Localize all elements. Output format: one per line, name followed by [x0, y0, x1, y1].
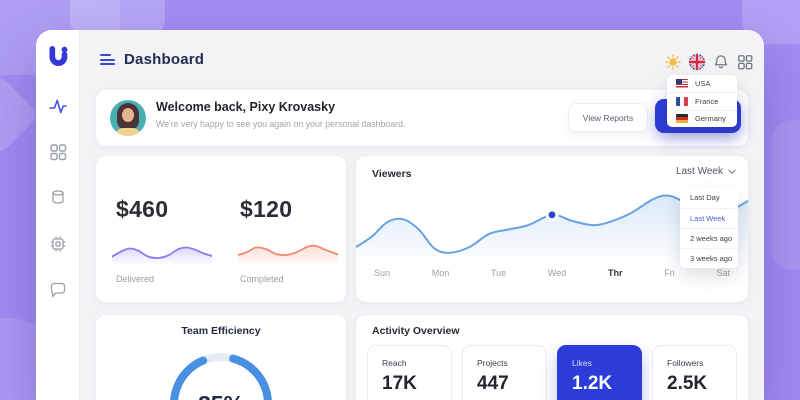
grid-icon[interactable]	[48, 142, 68, 162]
range-selector[interactable]: Last Week	[676, 166, 736, 177]
donut-chart	[170, 353, 272, 400]
delivered-value: $460	[116, 196, 169, 222]
range-option-2-weeks-ago[interactable]: 2 weeks ago	[680, 228, 738, 248]
language-item-usa[interactable]: USA	[667, 75, 737, 92]
tile-reach[interactable]: Reach 17K	[367, 345, 452, 400]
day-label: Mon	[431, 268, 450, 278]
sidebar	[36, 30, 80, 400]
activity-icon[interactable]	[48, 96, 68, 116]
viewers-card: Viewers Last Week Sun Mon Tue W	[356, 156, 748, 302]
tile-label: Projects	[477, 358, 508, 368]
avatar-face	[122, 108, 134, 122]
app-window: Dashboard	[36, 30, 764, 400]
bg-shape	[0, 73, 41, 157]
germany-flag-icon	[676, 114, 688, 123]
day-label-emphasized: Thr	[608, 268, 623, 278]
view-reports-button[interactable]: View Reports	[568, 103, 648, 132]
x-axis-labels: Sun Mon Tue Wed Thr Fri Sat	[356, 268, 748, 278]
language-item-germany[interactable]: Germany	[667, 109, 737, 127]
chip-icon[interactable]	[48, 234, 68, 254]
efficiency-percent: 85%	[156, 339, 286, 400]
chart-marker-dot	[548, 211, 556, 219]
delivered-label: Delivered	[116, 274, 155, 284]
welcome-subtitle: We're very happy to see you again on you…	[156, 119, 406, 129]
tile-label: Reach	[382, 358, 407, 368]
bg-shape	[772, 120, 800, 270]
day-label: Tue	[491, 268, 507, 278]
tile-label: Followers	[667, 358, 704, 368]
team-efficiency-title: Team Efficiency	[181, 325, 261, 337]
day-label: Sun	[374, 268, 391, 278]
welcome-card: Welcome back, Pixy Krovasky We're very h…	[96, 90, 748, 146]
brand-logo-icon[interactable]	[45, 44, 71, 70]
apps-icon[interactable]	[736, 53, 754, 71]
france-flag-icon	[676, 97, 688, 106]
chevron-down-icon	[728, 169, 736, 174]
viewers-title: Viewers	[372, 168, 412, 180]
stats-card: $460 $120 Delivered Completed	[96, 156, 346, 302]
chat-icon[interactable]	[48, 280, 68, 300]
tile-label: Likes	[572, 358, 592, 368]
tile-value: 2.5K	[667, 373, 708, 394]
viewers-line-chart	[356, 194, 748, 266]
day-label: Fri	[664, 268, 675, 278]
usa-flag-icon	[676, 79, 688, 88]
language-label: Germany	[695, 114, 726, 124]
completed-label: Completed	[240, 274, 284, 284]
tile-value: 1.2K	[572, 373, 613, 394]
range-label: Last Week	[675, 166, 723, 177]
range-option-last-day[interactable]: Last Day	[690, 193, 720, 202]
completed-value: $120	[240, 196, 293, 222]
menu-toggle-icon[interactable]	[100, 54, 116, 66]
range-option-last-week[interactable]: Last Week	[680, 208, 738, 228]
page-title: Dashboard	[124, 51, 205, 68]
avatar	[110, 100, 146, 136]
language-label: France	[695, 96, 719, 106]
range-menu: Last Day Last Week 2 weeks ago 3 weeks a…	[680, 188, 738, 268]
tile-likes[interactable]: Likes 1.2K	[557, 345, 642, 400]
avatar-body	[115, 128, 141, 136]
sun-icon[interactable]	[664, 53, 682, 71]
day-label: Wed	[547, 268, 567, 278]
efficiency-ring: 85%	[156, 339, 286, 400]
team-efficiency-card: Team Efficiency 85%	[96, 315, 346, 400]
language-label: USA	[695, 79, 711, 89]
language-menu: USA France Germany	[667, 75, 737, 127]
tile-projects[interactable]: Projects 447	[462, 345, 547, 400]
tile-value: 447	[477, 373, 509, 394]
bell-icon[interactable]	[712, 53, 730, 71]
tile-value: 17K	[382, 373, 417, 394]
range-option-3-weeks-ago[interactable]: 3 weeks ago	[680, 248, 738, 268]
delivered-sparkline	[112, 246, 212, 266]
activity-overview-card: Activity Overview Reach 17K Projects 447…	[356, 315, 748, 400]
completed-sparkline	[238, 244, 338, 266]
tile-followers[interactable]: Followers 2.5K	[652, 345, 737, 400]
header-tray	[664, 53, 754, 71]
day-label: Sat	[716, 268, 730, 278]
language-item-france[interactable]: France	[667, 92, 737, 109]
uk-flag-icon[interactable]	[688, 53, 706, 71]
activity-overview-title: Activity Overview	[372, 325, 460, 337]
welcome-title: Welcome back, Pixy Krovasky	[156, 100, 336, 114]
cube-icon[interactable]	[48, 188, 68, 208]
